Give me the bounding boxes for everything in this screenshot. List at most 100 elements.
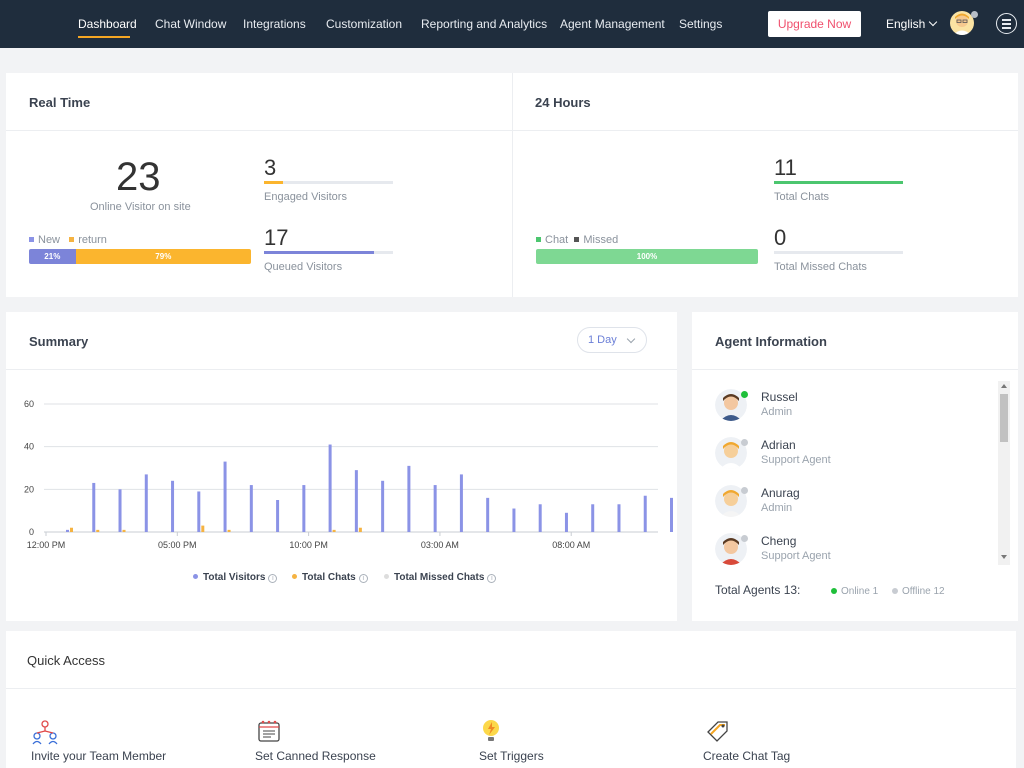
visitors-bar bbox=[354, 470, 358, 532]
x-tick-label: 08:00 AM bbox=[552, 540, 590, 550]
new-legend-swatch bbox=[29, 237, 34, 242]
scroll-up-arrow-icon[interactable] bbox=[1001, 384, 1007, 388]
summary-chart: 0 20 40 60 12:00 PM 05:00 PM 10:00 PM 03:00 AM 0… bbox=[24, 399, 673, 550]
legend-total-missed-chats[interactable]: Total Missed Chats i bbox=[384, 572, 497, 583]
info-icon: i bbox=[358, 574, 368, 583]
nav-agent-management[interactable]: Agent Management bbox=[560, 17, 665, 31]
nav-chat-window[interactable]: Chat Window bbox=[155, 17, 227, 31]
agent-avatar bbox=[715, 485, 747, 517]
agent-avatar-icon bbox=[715, 437, 747, 469]
hours24-title: 24 Hours bbox=[535, 95, 591, 110]
agent-list-scroll-thumb[interactable] bbox=[1000, 394, 1008, 442]
summary-card bbox=[6, 312, 677, 621]
chat-segment: 100% bbox=[536, 249, 758, 264]
agent-status-dot bbox=[741, 391, 748, 398]
chats-bar bbox=[332, 529, 336, 532]
visitors-legend-label: Total Visitors bbox=[203, 572, 266, 583]
new-legend-label: New bbox=[38, 234, 61, 246]
visitors-bar bbox=[643, 495, 647, 532]
agent-avatar-icon bbox=[715, 389, 747, 421]
visitors-bar bbox=[381, 480, 385, 532]
user-avatar[interactable] bbox=[950, 11, 974, 35]
chevron-down-icon bbox=[929, 17, 938, 27]
agent-role: Admin bbox=[761, 406, 793, 418]
legend-total-visitors[interactable]: Total Visitors i bbox=[193, 572, 278, 583]
canned-response-icon bbox=[258, 720, 280, 742]
summary-title: Summary bbox=[29, 334, 89, 349]
online-visitor-label: Online Visitor on site bbox=[90, 201, 191, 213]
visitor-type-legend: New return bbox=[29, 234, 107, 246]
nav-settings[interactable]: Settings bbox=[679, 17, 723, 31]
visitors-bar bbox=[118, 489, 122, 532]
visitors-bar bbox=[92, 482, 96, 532]
new-visitor-segment: 21% bbox=[29, 249, 76, 264]
hamburger-menu-icon[interactable] bbox=[996, 13, 1017, 34]
agent-avatar bbox=[715, 533, 747, 565]
agent-name: Adrian bbox=[761, 438, 796, 452]
chats-bar bbox=[70, 527, 73, 532]
missed-chats-legend-label: Total Missed Chats bbox=[394, 572, 485, 583]
quick-access-header-divider bbox=[6, 688, 1016, 689]
return-legend-label: return bbox=[78, 234, 107, 246]
y-tick-label: 60 bbox=[24, 399, 34, 409]
chat-type-bar: 100% bbox=[536, 249, 758, 264]
chat-legend-swatch bbox=[536, 237, 541, 242]
legend-total-chats[interactable]: Total Chats i bbox=[292, 572, 368, 583]
missed-legend-label: Missed bbox=[583, 234, 619, 246]
engaged-fill bbox=[264, 181, 284, 184]
nav-customization[interactable]: Customization bbox=[326, 17, 403, 31]
missed-legend-dot bbox=[384, 574, 389, 579]
period-select-value: 1 Day bbox=[588, 334, 617, 346]
agent-status-dot bbox=[741, 535, 748, 542]
offline-agents-legend: Offline 12 bbox=[892, 586, 945, 597]
chats-bar bbox=[358, 527, 362, 532]
visitors-bar bbox=[171, 480, 175, 532]
stats-header-divider bbox=[6, 130, 1018, 131]
missed-chats-count: 0 bbox=[774, 225, 787, 250]
visitors-bar bbox=[433, 485, 437, 532]
nav-integrations[interactable]: Integrations bbox=[243, 17, 306, 31]
x-tick-label: 12:00 PM bbox=[27, 540, 66, 550]
info-icon: i bbox=[487, 574, 497, 583]
queued-track bbox=[264, 251, 393, 254]
nav-dashboard[interactable]: Dashboard bbox=[78, 17, 137, 31]
missed-chats-label: Total Missed Chats bbox=[774, 261, 867, 273]
x-tick-label: 05:00 PM bbox=[158, 540, 197, 550]
x-tick-label: 03:00 AM bbox=[421, 540, 459, 550]
language-label: English bbox=[886, 17, 926, 31]
agent-name: Russel bbox=[761, 390, 798, 404]
visitors-bar bbox=[591, 504, 595, 532]
period-select[interactable]: 1 Day bbox=[577, 327, 647, 353]
language-selector[interactable]: English bbox=[886, 17, 938, 31]
agent-role: Support Agent bbox=[761, 550, 831, 562]
visitors-bar bbox=[486, 497, 490, 532]
upgrade-now-button[interactable]: Upgrade Now bbox=[768, 11, 861, 37]
nav-active-indicator bbox=[78, 36, 130, 38]
visitors-bar bbox=[223, 461, 227, 532]
realtime-title: Real Time bbox=[29, 95, 91, 110]
visitors-bar bbox=[328, 444, 332, 532]
agent-name: Anurag bbox=[761, 486, 800, 500]
agent-status-dot bbox=[741, 487, 748, 494]
engaged-track bbox=[264, 181, 393, 184]
team-icon bbox=[32, 720, 58, 745]
total-agents-label: Total Agents 13: bbox=[715, 583, 801, 597]
visitors-bar bbox=[407, 465, 411, 532]
chats-legend-label: Total Chats bbox=[302, 572, 356, 583]
agent-status-dot bbox=[741, 439, 748, 446]
engaged-visitor-label: Engaged Visitors bbox=[264, 191, 347, 203]
chats-bar bbox=[122, 529, 126, 532]
nav-reporting-analytics[interactable]: Reporting and Analytics bbox=[421, 17, 548, 31]
trigger-icon bbox=[483, 720, 499, 741]
chat-legend-label: Chat bbox=[545, 234, 569, 246]
agent-avatar-icon bbox=[715, 533, 747, 565]
visitors-bar bbox=[538, 504, 542, 532]
tag-icon bbox=[707, 721, 728, 742]
x-tick-label: 10:00 PM bbox=[289, 540, 328, 550]
chat-type-legend: Chat Missed bbox=[536, 234, 618, 246]
user-status-dot bbox=[971, 11, 978, 18]
online-agents-label: Online 1 bbox=[841, 586, 879, 597]
scroll-down-arrow-icon[interactable] bbox=[1001, 555, 1007, 559]
agent-avatar bbox=[715, 389, 747, 421]
chats-bar bbox=[96, 529, 100, 532]
